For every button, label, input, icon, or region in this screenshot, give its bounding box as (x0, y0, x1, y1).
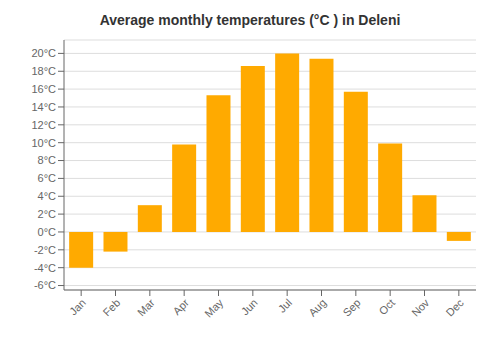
svg-text:20°C: 20°C (31, 47, 56, 59)
svg-text:Feb: Feb (101, 296, 123, 318)
svg-text:Jul: Jul (276, 296, 294, 314)
svg-text:4°C: 4°C (38, 190, 57, 202)
svg-text:18°C: 18°C (31, 65, 56, 77)
svg-text:-2°C: -2°C (34, 244, 56, 256)
svg-text:Oct: Oct (377, 296, 398, 317)
svg-text:6°C: 6°C (38, 172, 57, 184)
svg-text:12°C: 12°C (31, 119, 56, 131)
svg-text:-6°C: -6°C (34, 279, 56, 291)
svg-text:May: May (202, 296, 226, 320)
svg-text:16°C: 16°C (31, 83, 56, 95)
svg-text:10°C: 10°C (31, 137, 56, 149)
svg-text:Aug: Aug (306, 296, 328, 318)
svg-text:14°C: 14°C (31, 101, 56, 113)
svg-text:Sep: Sep (340, 296, 362, 318)
html-text:Average monthly temperatures (: Average monthly temperatures (°C ) in De… (99, 12, 401, 28)
svg-text:0°C: 0°C (38, 226, 57, 238)
svg-text:Apr: Apr (171, 296, 192, 317)
svg-text:Mar: Mar (135, 296, 157, 318)
svg-text:Jun: Jun (239, 296, 260, 317)
svg-text:8°C: 8°C (38, 154, 57, 166)
svg-text:Dec: Dec (443, 296, 466, 319)
svg-text:Nov: Nov (409, 296, 432, 319)
svg-text:Jan: Jan (67, 296, 88, 317)
svg-text:2°C: 2°C (38, 208, 57, 220)
svg-text:-4°C: -4°C (34, 262, 56, 274)
